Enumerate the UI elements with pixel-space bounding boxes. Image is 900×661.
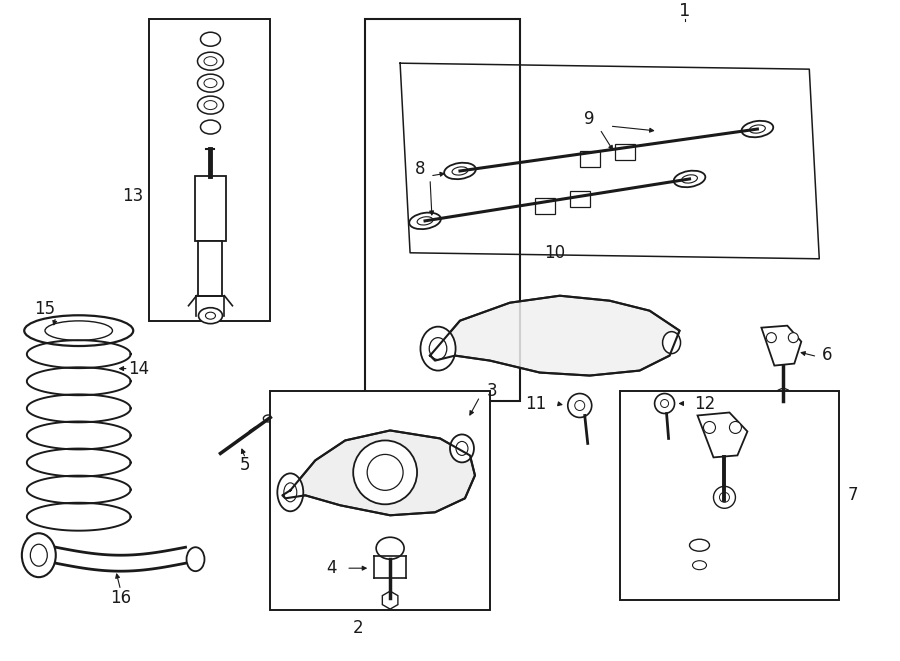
Polygon shape	[698, 412, 747, 457]
Ellipse shape	[410, 213, 441, 229]
Circle shape	[353, 440, 417, 504]
Ellipse shape	[201, 120, 220, 134]
Text: 7: 7	[847, 486, 858, 504]
Circle shape	[714, 486, 735, 508]
Ellipse shape	[284, 483, 297, 502]
Ellipse shape	[674, 171, 706, 187]
Ellipse shape	[186, 547, 204, 571]
Ellipse shape	[429, 338, 446, 360]
Circle shape	[575, 401, 585, 410]
Text: 5: 5	[240, 456, 251, 475]
Text: 16: 16	[110, 589, 131, 607]
Circle shape	[767, 332, 777, 342]
Text: 2: 2	[353, 619, 364, 637]
Text: 8: 8	[415, 160, 426, 178]
Ellipse shape	[450, 434, 474, 463]
Bar	[580, 151, 599, 167]
Ellipse shape	[681, 175, 698, 183]
Polygon shape	[430, 295, 680, 375]
Polygon shape	[761, 326, 801, 366]
Circle shape	[788, 332, 798, 342]
Ellipse shape	[264, 415, 274, 422]
Text: 11: 11	[526, 395, 547, 412]
Ellipse shape	[201, 32, 220, 46]
Ellipse shape	[692, 561, 706, 570]
Text: 15: 15	[34, 299, 55, 318]
Circle shape	[661, 399, 669, 407]
Ellipse shape	[420, 327, 455, 371]
Polygon shape	[283, 430, 475, 516]
Text: 3: 3	[487, 381, 498, 399]
Ellipse shape	[204, 79, 217, 88]
Ellipse shape	[417, 217, 433, 225]
Bar	[199, 241, 222, 295]
Circle shape	[704, 422, 716, 434]
Text: 13: 13	[122, 187, 144, 205]
Ellipse shape	[204, 100, 217, 110]
Bar	[148, 19, 270, 321]
Ellipse shape	[197, 52, 223, 70]
Circle shape	[719, 492, 729, 502]
Bar	[620, 391, 839, 600]
Ellipse shape	[376, 537, 404, 559]
Ellipse shape	[199, 308, 222, 324]
Ellipse shape	[24, 315, 133, 346]
Ellipse shape	[452, 167, 468, 175]
Text: 14: 14	[128, 360, 149, 377]
Bar	[570, 191, 590, 207]
Ellipse shape	[205, 312, 215, 319]
Bar	[535, 198, 554, 214]
Text: 9: 9	[584, 110, 595, 128]
Ellipse shape	[662, 332, 680, 354]
Circle shape	[774, 389, 792, 407]
Bar	[615, 144, 634, 160]
Ellipse shape	[45, 321, 112, 340]
Circle shape	[568, 393, 591, 418]
Bar	[194, 176, 227, 241]
Ellipse shape	[204, 57, 217, 65]
Circle shape	[367, 454, 403, 490]
Ellipse shape	[750, 125, 765, 133]
Ellipse shape	[197, 96, 223, 114]
Ellipse shape	[22, 533, 56, 577]
Text: 4: 4	[327, 559, 338, 577]
Text: 6: 6	[822, 346, 832, 364]
Text: 10: 10	[544, 244, 565, 262]
Ellipse shape	[456, 442, 468, 455]
Ellipse shape	[444, 163, 476, 179]
Ellipse shape	[197, 74, 223, 92]
Text: 12: 12	[695, 395, 716, 412]
Circle shape	[654, 393, 675, 414]
Ellipse shape	[277, 473, 303, 512]
Ellipse shape	[31, 544, 48, 566]
Bar	[270, 391, 490, 610]
Text: 1: 1	[679, 2, 690, 20]
Ellipse shape	[689, 539, 709, 551]
Ellipse shape	[742, 121, 773, 137]
Circle shape	[729, 422, 742, 434]
Bar	[365, 19, 520, 401]
